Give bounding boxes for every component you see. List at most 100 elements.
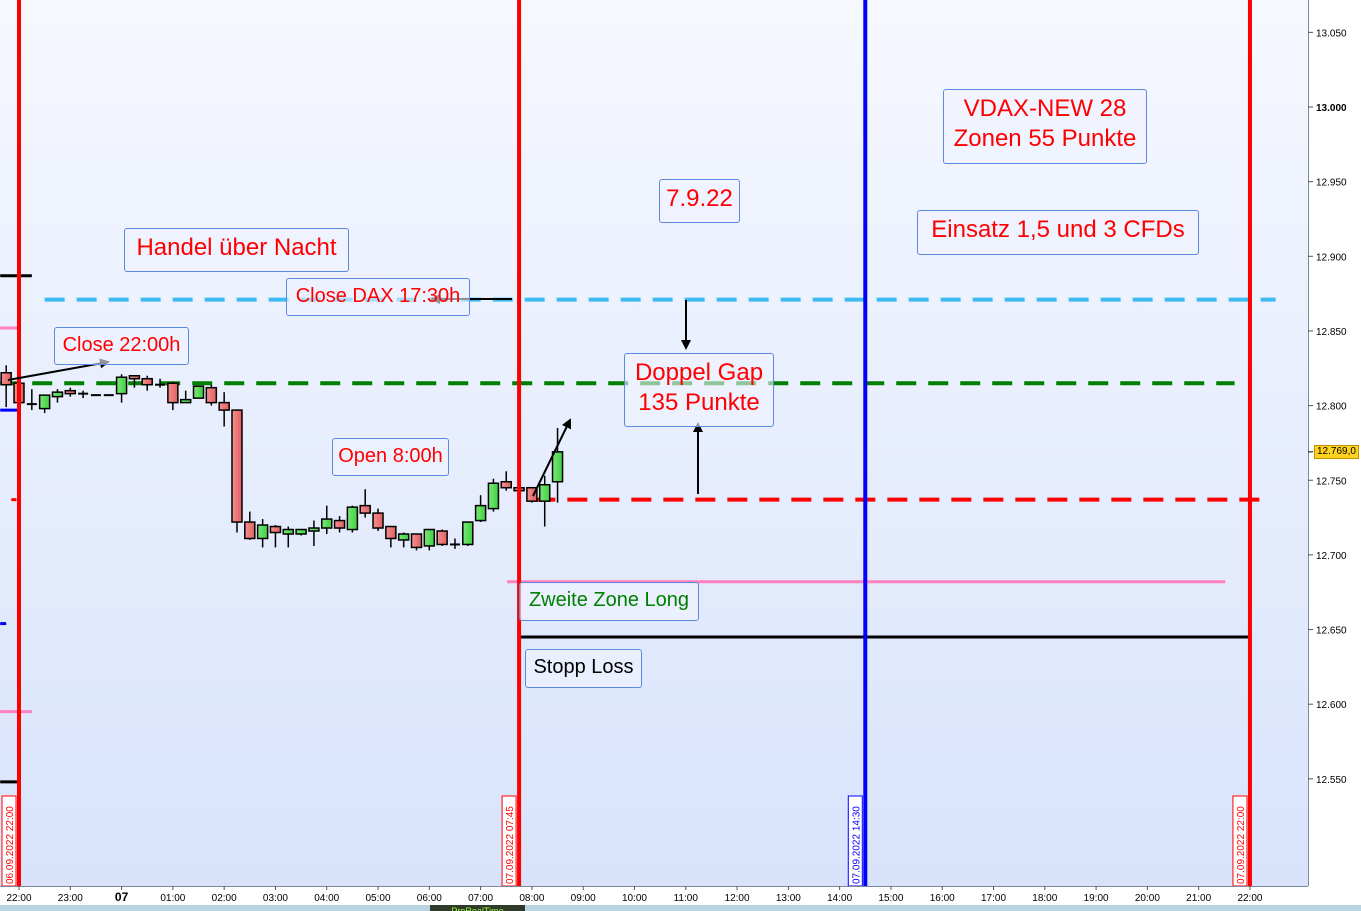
candle [320, 505, 333, 534]
x-tick-label: 15:00 [878, 893, 903, 904]
x-tick-label: 04:00 [314, 893, 339, 904]
candle [462, 521, 474, 546]
prorealtime-tab[interactable]: ProRealTime [430, 905, 525, 911]
candle-body [462, 521, 474, 546]
x-tick-label: 13:00 [776, 893, 801, 904]
candle-body [51, 391, 64, 398]
x-tick-label: 08:00 [519, 893, 544, 904]
x-tick-label: 22:00 [6, 893, 31, 904]
candle [103, 394, 114, 397]
candle-body [346, 506, 359, 531]
note-close-dax[interactable]: Close DAX 17:30h [286, 278, 470, 316]
candle [333, 516, 346, 533]
candle [167, 381, 179, 411]
candle [64, 387, 77, 397]
x-tick-label: 23:00 [58, 893, 83, 904]
candle [551, 427, 564, 503]
current-price-label: 12.769,0 [1314, 445, 1359, 459]
x-tick-label: 02:00 [212, 893, 237, 904]
candle [155, 378, 166, 388]
x-tick-label: 07:00 [468, 893, 493, 904]
candle-body [192, 385, 205, 399]
x-tick-label: 12:00 [725, 893, 750, 904]
candle-body [269, 525, 282, 534]
note-doppel-gap[interactable]: Doppel Gap 135 Punkte [624, 353, 774, 427]
time-line-label: 06.09.2022 22:00 [5, 806, 16, 884]
candle [115, 374, 128, 403]
candle-body [423, 528, 436, 547]
candle-body [410, 533, 423, 549]
candle [500, 471, 513, 491]
candle [90, 394, 101, 397]
candle-body [436, 530, 448, 546]
candle-body [487, 482, 500, 510]
note-date[interactable]: 7.9.22 [659, 179, 740, 223]
x-tick-label: 06:00 [417, 893, 442, 904]
note-stopp-loss[interactable]: Stopp Loss [525, 649, 642, 688]
candle-body [333, 519, 346, 529]
candle-body [38, 394, 51, 410]
candle [256, 519, 269, 548]
x-tick-label: 22:00 [1237, 893, 1262, 904]
candle [295, 528, 307, 536]
candle [205, 384, 218, 406]
candle-body [474, 504, 487, 522]
candle [218, 392, 230, 427]
candle [26, 389, 37, 411]
note-close-22[interactable]: Close 22:00h [54, 327, 189, 365]
candle [359, 489, 371, 518]
candle-body [128, 374, 141, 380]
x-tick-label: 21:00 [1186, 893, 1211, 904]
candle [308, 520, 320, 546]
x-tick-label: 14:00 [827, 893, 852, 904]
x-tick-label: 17:00 [981, 893, 1006, 904]
candle-body [141, 377, 153, 386]
candle [78, 390, 89, 399]
note-zweite-zone-long[interactable]: Zweite Zone Long [519, 582, 699, 621]
note-open-8[interactable]: Open 8:00h [332, 438, 449, 476]
candle-body [64, 389, 77, 395]
candle-body [282, 528, 295, 535]
candle [526, 486, 538, 503]
candle-body [320, 518, 333, 529]
x-tick-label: 19:00 [1084, 893, 1109, 904]
candle [51, 389, 64, 403]
note-einsatz[interactable]: Einsatz 1,5 und 3 CFDs [917, 210, 1199, 255]
note-vdax[interactable]: VDAX-NEW 28 Zonen 55 Punkte [943, 89, 1147, 164]
candle-body [526, 486, 538, 502]
y-tick-label: 13.050 [1316, 28, 1347, 39]
x-tick-label: 01:00 [160, 893, 185, 904]
candle-body [551, 451, 564, 483]
candle [282, 526, 295, 548]
y-tick-label: 12.950 [1316, 178, 1347, 189]
candle [538, 475, 551, 527]
y-tick-label: 12.800 [1316, 402, 1347, 413]
candle-body [295, 528, 307, 535]
candle [346, 505, 359, 533]
note-handel-ueber-nacht[interactable]: Handel über Nacht [124, 228, 349, 272]
y-tick-label: 12.850 [1316, 327, 1347, 338]
y-tick-label: 12.650 [1316, 626, 1347, 637]
candle-body [205, 386, 218, 404]
candle [141, 375, 153, 391]
candle-body [397, 533, 410, 541]
candle-body [179, 398, 192, 404]
candle-body [218, 401, 230, 411]
y-tick-label: 12.700 [1316, 551, 1347, 562]
candle [179, 390, 192, 404]
candle [231, 409, 243, 533]
time-line-label: 07.09.2022 14:30 [851, 806, 862, 884]
arrow-breakout [532, 418, 571, 497]
candle-body [385, 525, 397, 540]
candle [192, 385, 205, 399]
candle [487, 478, 500, 512]
x-tick-label: 10:00 [622, 893, 647, 904]
candle [436, 529, 448, 546]
x-tick-label: 09:00 [571, 893, 596, 904]
candle [449, 538, 460, 549]
candle [372, 508, 384, 532]
x-tick-label: 16:00 [930, 893, 955, 904]
bottom-toolbar [0, 905, 1361, 911]
arrow-close-22 [7, 358, 110, 381]
